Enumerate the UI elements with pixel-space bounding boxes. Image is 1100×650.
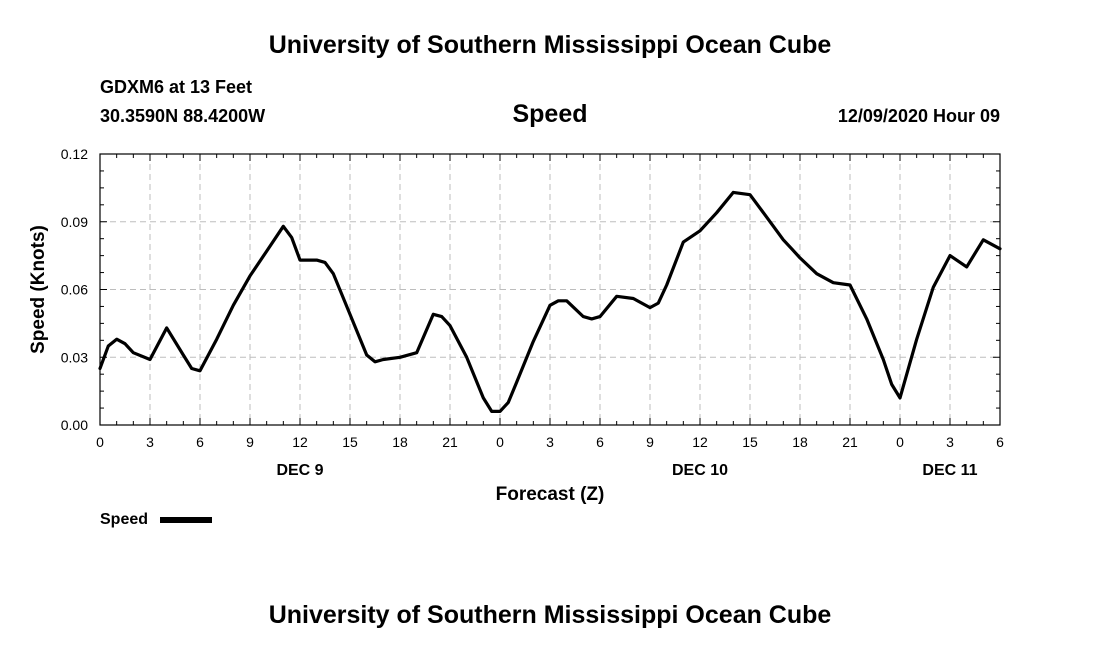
footer-title: University of Southern Mississippi Ocean… [268, 601, 832, 629]
x-tick-label: 18 [792, 434, 808, 450]
x-tick-label: 3 [946, 434, 954, 450]
day-label: DEC 10 [672, 462, 728, 479]
x-tick-label: 0 [96, 434, 104, 450]
day-label: DEC 9 [276, 462, 323, 479]
speed-series-line [98, 190, 1002, 413]
x-tick-label: 12 [692, 434, 708, 450]
legend-label: Speed [100, 511, 148, 528]
x-tick-label: 9 [246, 434, 254, 450]
x-tick-label: 6 [996, 434, 1004, 450]
station-label: GDXM6 at 13 Feet [100, 77, 253, 97]
x-tick-label: 21 [442, 434, 458, 450]
x-tick-label: 6 [596, 434, 604, 450]
x-tick-label: 15 [742, 434, 758, 450]
y-tick-label: 0.03 [61, 349, 88, 365]
x-tick-label: 9 [646, 434, 654, 450]
plot-title: Speed [512, 100, 588, 128]
x-axis-label: Forecast (Z) [496, 484, 605, 505]
x-tick-label: 0 [496, 434, 504, 450]
y-tick-label: 0.00 [61, 417, 88, 433]
y-tick-label: 0.06 [61, 282, 88, 298]
x-tick-label: 21 [842, 434, 858, 450]
y-tick-label: 0.09 [61, 214, 88, 230]
datetime-label: 12/09/2020 Hour 09 [837, 106, 1000, 126]
day-label: DEC 11 [922, 462, 977, 479]
x-tick-label: 3 [546, 434, 554, 450]
x-tick-label: 0 [896, 434, 904, 450]
plot-frame [99, 153, 1001, 426]
y-tick-label: 0.12 [61, 146, 88, 162]
x-tick-label: 6 [196, 434, 204, 450]
y-axis-label: Speed (Knots) [28, 225, 49, 354]
x-tick-label: 12 [292, 434, 308, 450]
location-label: 30.3590N 88.4200W [100, 106, 266, 126]
x-tick-label: 18 [392, 434, 408, 450]
x-tick-label: 3 [146, 434, 154, 450]
page-title: University of Southern Mississippi Ocean… [268, 31, 832, 59]
x-tick-label: 15 [342, 434, 358, 450]
